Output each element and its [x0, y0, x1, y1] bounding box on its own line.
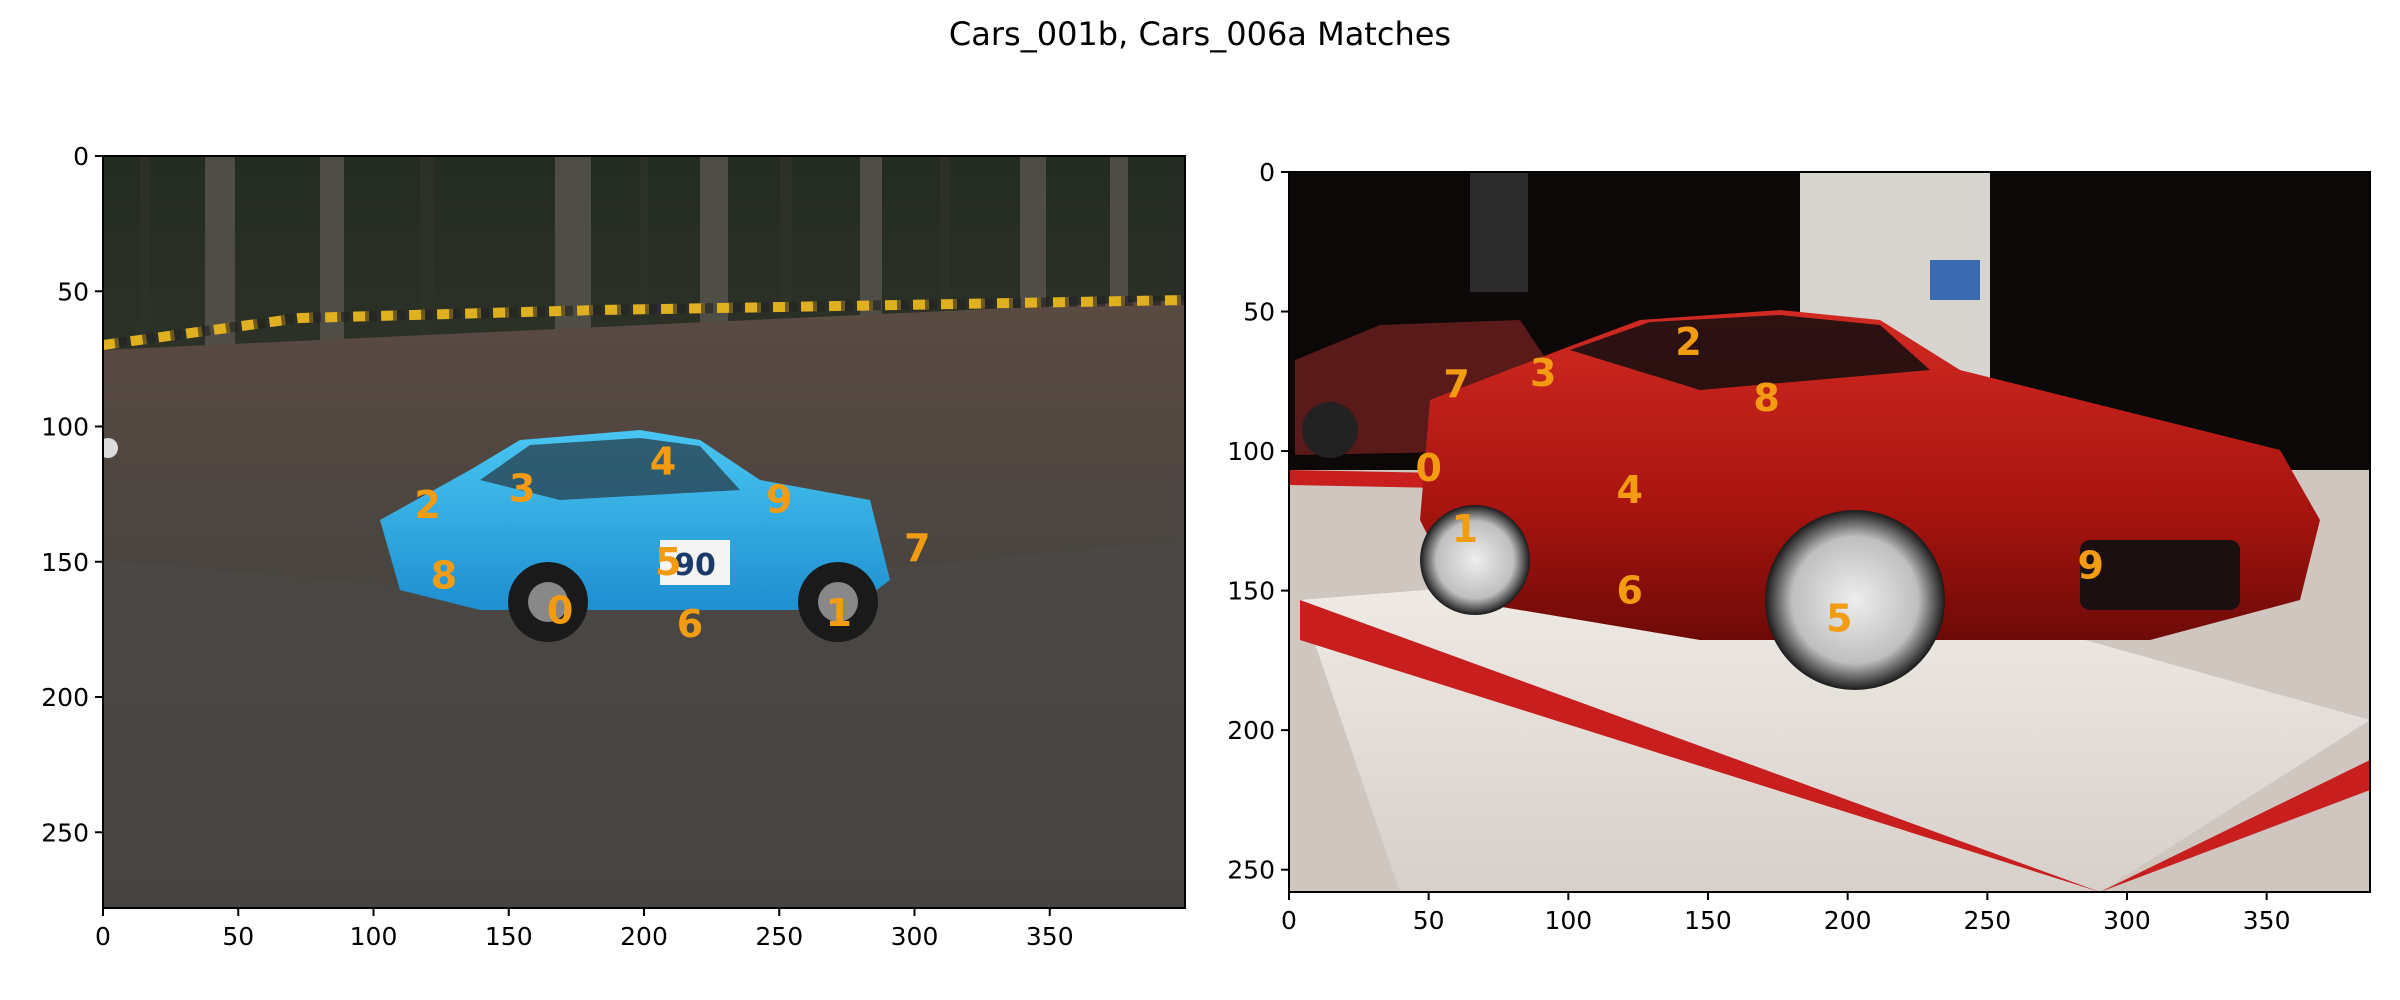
right-x-tick-label: 200 [1824, 906, 1872, 935]
left-x-tick-label: 200 [620, 922, 668, 951]
svg-text:90: 90 [674, 548, 716, 583]
left-image-panel: 90 0 50 100 150 200 250 300 350050100150200250 … [41, 142, 1186, 951]
left-keypoint-label: 0 [547, 588, 573, 632]
left-y-tick-label: 0 [73, 142, 89, 171]
left-keypoint-label: 9 [766, 478, 792, 522]
right-photo [1289, 172, 2370, 892]
right-x-tick-label: 300 [2103, 906, 2151, 935]
left-keypoint-label: 7 [904, 526, 930, 570]
left-y-tick-label: 250 [41, 818, 89, 847]
right-x-tick-label: 0 [1281, 906, 1297, 935]
left-x-tick-label: 300 [891, 922, 939, 951]
right-y-tick-label: 250 [1227, 856, 1275, 885]
right-y-tick-label: 100 [1227, 437, 1275, 466]
right-x-tick-label: 100 [1544, 906, 1592, 935]
right-x-tick-label: 250 [1963, 906, 2011, 935]
left-y-tick-label: 50 [57, 277, 89, 306]
left-keypoints: 0 1 2 3 4 5 6 7 8 9 [414, 440, 930, 646]
figure-title: Cars_001b, Cars_006a Matches [949, 15, 1451, 53]
left-x-tick-label: 50 [222, 922, 254, 951]
left-photo: 90 [103, 156, 1185, 908]
right-keypoint-label: 1 [1452, 507, 1478, 551]
right-x-tick-label: 50 [1413, 906, 1445, 935]
right-keypoint-label: 0 [1415, 446, 1441, 490]
right-keypoints: 01 2 3 4 5 6 7 8 9 [1415, 320, 2103, 640]
right-x-tick-label: 150 [1684, 906, 1732, 935]
right-keypoint-label: 9 [2077, 543, 2103, 587]
right-y-tick-label: 150 [1227, 577, 1275, 606]
left-keypoint-label: 1 [826, 591, 852, 635]
left-y-tick-label: 200 [41, 683, 89, 712]
right-axes-frame [1288, 171, 2371, 893]
right-keypoint-label: 8 [1753, 376, 1779, 420]
left-y-tick-label: 100 [41, 413, 89, 442]
left-keypoint-label: 6 [677, 602, 703, 646]
left-x-tick-label: 150 [485, 922, 533, 951]
right-y-tick-label: 50 [1243, 298, 1275, 327]
left-keypoint-label: 2 [414, 483, 440, 527]
right-keypoint-label: 4 [1617, 468, 1643, 512]
left-keypoint-label: 8 [431, 553, 457, 597]
left-x-tick-label: 100 [350, 922, 398, 951]
right-keypoint-label: 6 [1617, 569, 1643, 613]
left-x-tick-label: 250 [755, 922, 803, 951]
left-y-tick-label: 150 [41, 548, 89, 577]
right-y-tick-label: 200 [1227, 716, 1275, 745]
right-keypoint-label: 2 [1675, 320, 1701, 364]
left-keypoint-label: 4 [650, 440, 676, 484]
right-keypoint-label: 7 [1443, 362, 1469, 406]
right-x-tick-label: 350 [2243, 906, 2291, 935]
left-keypoint-label: 3 [509, 467, 535, 511]
left-keypoint-label: 5 [655, 540, 681, 584]
right-y-tick-label: 0 [1259, 158, 1275, 187]
left-x-tick-label: 350 [1026, 922, 1074, 951]
right-keypoint-label: 5 [1826, 597, 1852, 641]
left-x-tick-label: 0 [95, 922, 111, 951]
right-keypoint-label: 3 [1530, 351, 1556, 395]
